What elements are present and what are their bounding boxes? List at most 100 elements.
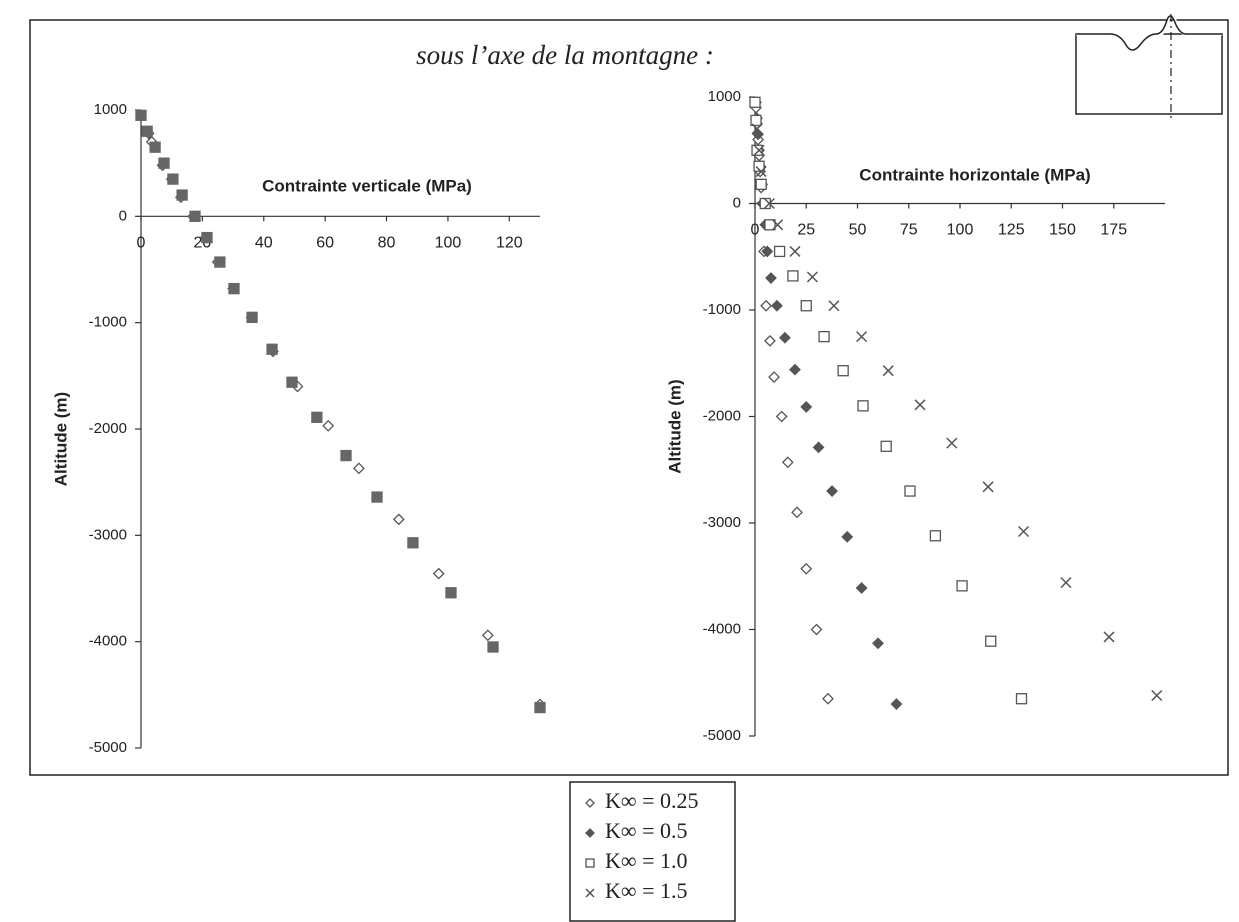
point <box>826 485 838 497</box>
y-tick-label: -2000 <box>89 420 127 437</box>
point <box>1103 631 1115 643</box>
point <box>772 219 784 231</box>
legend-label: K∞ = 0.25 <box>605 788 698 813</box>
point <box>800 562 813 575</box>
x-tick-label: 80 <box>378 235 396 252</box>
point <box>872 637 884 650</box>
point <box>755 166 767 178</box>
point <box>311 411 323 423</box>
legend-marker <box>585 798 595 808</box>
point <box>764 219 776 231</box>
y-tick-label: -5000 <box>89 739 127 756</box>
point <box>487 641 499 653</box>
legend-box <box>569 781 736 922</box>
point <box>1015 693 1028 705</box>
point <box>149 141 161 153</box>
point <box>882 365 894 377</box>
point <box>946 437 958 449</box>
x-tick-label: 125 <box>998 222 1025 239</box>
point <box>781 456 794 469</box>
point <box>837 365 849 377</box>
point <box>340 449 352 462</box>
y-tick-label: -4000 <box>703 620 741 637</box>
point <box>750 114 762 127</box>
point <box>392 513 405 526</box>
point <box>800 300 812 312</box>
point <box>286 376 298 388</box>
point <box>890 698 903 710</box>
x-axis-title: Contrainte verticale (MPa) <box>262 176 472 195</box>
x-tick-label: 75 <box>900 222 918 239</box>
point <box>246 311 258 324</box>
point <box>755 178 767 190</box>
x-tick-label: 60 <box>316 235 334 252</box>
x-tick-label: 150 <box>1049 222 1076 239</box>
point <box>856 331 868 343</box>
point <box>768 371 780 384</box>
point <box>806 271 818 283</box>
point <box>763 197 775 210</box>
point <box>432 567 445 580</box>
inset-sketch <box>1075 14 1223 118</box>
point <box>445 587 457 599</box>
point <box>880 440 892 452</box>
x-tick-label: 100 <box>947 222 974 239</box>
x-axis-title: Contrainte horizontale (MPa) <box>859 165 1090 184</box>
y-tick-label: -3000 <box>89 526 127 543</box>
x-tick-label: 50 <box>849 222 867 239</box>
legend-marker <box>585 828 595 838</box>
point <box>1151 689 1163 702</box>
point <box>141 125 153 137</box>
point <box>761 245 774 258</box>
point <box>982 481 994 493</box>
y-tick-label: -5000 <box>703 727 741 744</box>
point <box>789 363 801 376</box>
point <box>956 580 968 592</box>
y-tick-label: -1000 <box>703 301 741 318</box>
frame <box>29 19 1229 776</box>
point <box>812 441 825 454</box>
point <box>1060 577 1072 589</box>
point <box>985 635 997 647</box>
point <box>841 530 854 543</box>
x-tick-label: 0 <box>751 222 760 239</box>
point <box>201 231 213 244</box>
point <box>857 400 869 412</box>
point <box>753 160 765 172</box>
y-tick-label: 0 <box>733 194 741 211</box>
point <box>773 245 786 258</box>
x-tick-label: 120 <box>496 235 523 252</box>
point <box>167 173 179 185</box>
point <box>322 419 335 432</box>
x-tick-label: 175 <box>1100 222 1127 239</box>
point <box>822 692 834 705</box>
point <box>771 299 783 312</box>
legend-marker <box>585 858 595 868</box>
point <box>764 334 776 347</box>
y-tick-label: 0 <box>119 207 127 224</box>
point <box>135 109 147 121</box>
x-tick-label: 25 <box>797 222 815 239</box>
point <box>158 157 170 169</box>
point <box>228 282 240 295</box>
point <box>789 245 801 257</box>
point <box>266 343 278 355</box>
point <box>800 400 813 413</box>
legend-marker <box>585 888 595 898</box>
x-tick-label: 100 <box>435 235 462 252</box>
point <box>749 96 761 108</box>
y-axis-title: Altitude (m) <box>51 392 70 486</box>
point <box>407 537 419 549</box>
legend-label: K∞ = 1.5 <box>605 878 687 903</box>
point <box>775 410 788 423</box>
point <box>791 506 803 519</box>
y-tick-label: -2000 <box>703 407 741 424</box>
point <box>534 701 546 714</box>
point <box>787 270 799 282</box>
y-tick-label: 1000 <box>708 88 741 105</box>
point <box>176 189 188 201</box>
figure-title: sous l’axe de la montagne : <box>416 40 714 70</box>
x-tick-label: 40 <box>255 235 273 252</box>
point <box>818 330 830 343</box>
y-tick-label: -3000 <box>703 514 741 531</box>
